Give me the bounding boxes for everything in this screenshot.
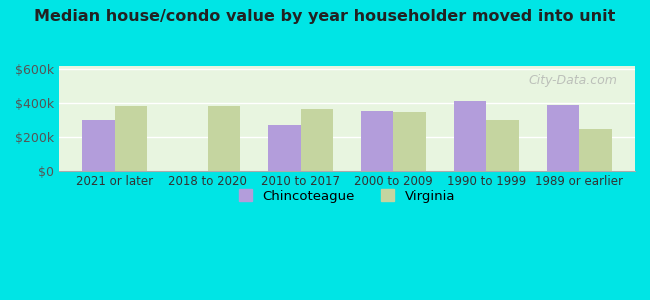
Text: Median house/condo value by year householder moved into unit: Median house/condo value by year househo… xyxy=(34,9,616,24)
Bar xyxy=(547,105,579,171)
Bar xyxy=(115,106,148,171)
Bar xyxy=(300,109,333,171)
Bar xyxy=(207,106,240,171)
Bar xyxy=(486,120,519,171)
Bar xyxy=(268,125,300,171)
Legend: Chincoteague, Virginia: Chincoteague, Virginia xyxy=(233,184,461,208)
Bar xyxy=(393,112,426,171)
Bar xyxy=(361,111,393,171)
Bar xyxy=(454,100,486,171)
Text: City-Data.com: City-Data.com xyxy=(529,74,617,87)
Bar xyxy=(82,120,115,171)
Bar xyxy=(579,129,612,171)
